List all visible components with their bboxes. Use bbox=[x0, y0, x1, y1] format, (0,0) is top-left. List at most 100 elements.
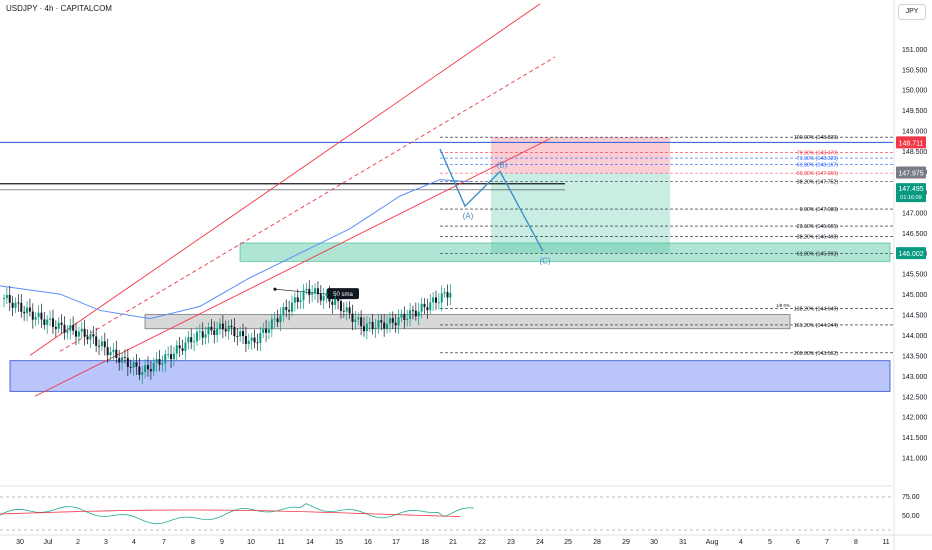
x-tick-label: 31 bbox=[679, 539, 687, 546]
candle-body bbox=[342, 310, 345, 312]
x-tick-label: Aug bbox=[706, 539, 719, 546]
x-tick-label: 18 bbox=[421, 539, 429, 546]
candle-body bbox=[357, 317, 360, 320]
candle-body bbox=[37, 312, 40, 318]
candle-body bbox=[233, 327, 236, 337]
candle-body bbox=[92, 334, 95, 337]
candle-body bbox=[276, 318, 279, 323]
x-tick-label: 3 bbox=[104, 539, 108, 546]
grey-zone bbox=[144, 314, 791, 330]
osc-tick: 50.00 bbox=[902, 513, 920, 520]
candle-body bbox=[288, 309, 291, 312]
candle-body bbox=[368, 322, 371, 324]
x-tick-label: 29 bbox=[622, 539, 630, 546]
osc-tick: 75.00 bbox=[902, 494, 920, 501]
candle-body bbox=[121, 357, 124, 363]
candle-body bbox=[250, 337, 253, 341]
x-tick-label: 14 bbox=[306, 539, 314, 546]
wave-label-c: (C) bbox=[539, 256, 550, 265]
price-badge-target-bg bbox=[896, 166, 926, 179]
sma50-line bbox=[0, 179, 471, 320]
candle-body bbox=[311, 293, 314, 295]
currency-button[interactable]: JPY bbox=[898, 4, 926, 20]
candle-body bbox=[135, 362, 138, 367]
x-tick-label: 2 bbox=[76, 539, 80, 546]
x-tick-label: 21 bbox=[449, 539, 457, 546]
candle-body bbox=[17, 302, 20, 304]
x-tick-label: 22 bbox=[478, 539, 486, 546]
x-tick-label: 4 bbox=[739, 539, 743, 546]
candle-body bbox=[75, 330, 77, 337]
candle-body bbox=[152, 362, 155, 372]
y-tick-label: 144.500 bbox=[902, 313, 927, 320]
candle-body bbox=[98, 345, 101, 347]
fib-level-label: 79.00% (148.470) bbox=[797, 150, 839, 156]
candle-body bbox=[49, 318, 52, 320]
candle-body bbox=[420, 303, 423, 312]
sma-callout-dot bbox=[273, 287, 277, 291]
candle-body bbox=[57, 322, 60, 329]
candle-body bbox=[351, 313, 354, 322]
candle-body bbox=[3, 298, 5, 299]
candle-body bbox=[132, 362, 135, 368]
candle-body bbox=[314, 288, 317, 294]
sma-label: 50 sma bbox=[333, 292, 353, 298]
fib-level-label: 23.60% (146.665) bbox=[797, 224, 839, 230]
y-tick-label: 141.500 bbox=[902, 435, 927, 442]
x-tick-label: 7 bbox=[825, 539, 829, 546]
candle-body bbox=[112, 349, 115, 353]
candle-body bbox=[331, 301, 334, 305]
candle-body bbox=[72, 325, 75, 331]
candle-body bbox=[406, 318, 409, 320]
candle-body bbox=[334, 298, 337, 305]
x-tick-label: 7 bbox=[162, 539, 166, 546]
candle-body bbox=[164, 354, 167, 364]
candle-body bbox=[449, 292, 452, 298]
candle-body bbox=[440, 293, 443, 303]
candle-body bbox=[259, 333, 262, 343]
y-tick-label: 145.500 bbox=[902, 272, 927, 279]
candle-body bbox=[46, 319, 49, 325]
candle-body bbox=[126, 357, 129, 367]
candle-body bbox=[403, 313, 406, 320]
short-risk-zone bbox=[491, 137, 670, 174]
candle-body bbox=[219, 323, 221, 329]
candle-body bbox=[60, 322, 63, 325]
candle-body bbox=[293, 297, 296, 303]
x-tick-label: 8 bbox=[854, 539, 858, 546]
candle-body bbox=[426, 307, 429, 311]
y-tick-label: 142.000 bbox=[902, 415, 927, 422]
candle-body bbox=[167, 354, 170, 355]
candle-body bbox=[345, 307, 348, 312]
x-tick-label: 6 bbox=[796, 539, 800, 546]
fib-level-label: 38.20% (146.408) bbox=[797, 235, 839, 241]
y-tick-label: 142.500 bbox=[902, 394, 927, 401]
candle-body bbox=[279, 315, 282, 323]
candle-body bbox=[446, 292, 449, 298]
candle-body bbox=[391, 317, 394, 323]
candle-body bbox=[227, 325, 230, 332]
price-badge-support: 146.002 bbox=[898, 251, 923, 258]
candle-body bbox=[193, 341, 196, 343]
x-tick-label: 16 bbox=[364, 539, 372, 546]
fib-level-label: 61.80% (145.993) bbox=[797, 252, 839, 258]
candle-body bbox=[354, 319, 357, 322]
candle-body bbox=[34, 317, 37, 320]
last-price-label: 147.495 bbox=[898, 186, 923, 193]
candle-body bbox=[325, 293, 328, 296]
fib-level-label: 50.00% (147.960) bbox=[797, 171, 839, 177]
candle-body bbox=[210, 326, 213, 331]
candle-body bbox=[43, 319, 46, 325]
candle-body bbox=[100, 341, 103, 347]
candle-body bbox=[397, 317, 400, 326]
x-tick-label: 24 bbox=[536, 539, 544, 546]
fib-level-label: 161.20% (144.244) bbox=[794, 323, 838, 329]
candle-body bbox=[54, 326, 57, 329]
candle-body bbox=[363, 326, 365, 332]
short-reward-zone bbox=[491, 173, 670, 254]
wave-label-a: (A) bbox=[463, 211, 474, 220]
candle-body bbox=[365, 323, 368, 332]
candle-body bbox=[204, 334, 207, 338]
candle-body bbox=[109, 352, 112, 356]
